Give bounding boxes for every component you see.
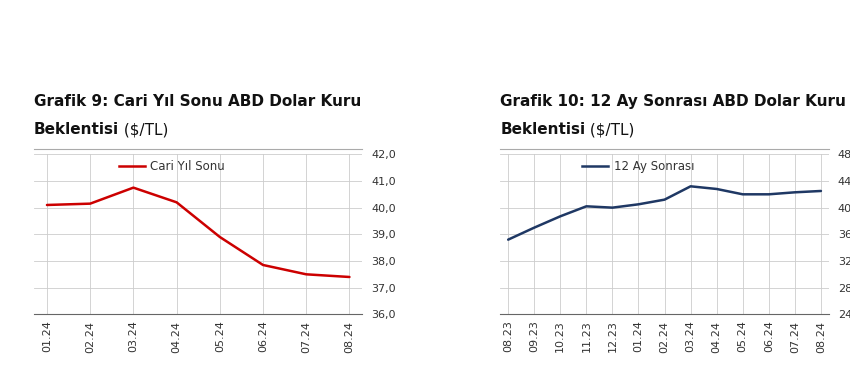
Text: Grafik 9: Cari Yıl Sonu ABD Dolar Kuru: Grafik 9: Cari Yıl Sonu ABD Dolar Kuru (34, 94, 361, 109)
Legend: 12 Ay Sonrası: 12 Ay Sonrası (582, 160, 694, 173)
Text: ($/TL): ($/TL) (119, 122, 168, 137)
Text: Beklentisi: Beklentisi (34, 122, 119, 137)
Text: Grafik 10: 12 Ay Sonrası ABD Dolar Kuru: Grafik 10: 12 Ay Sonrası ABD Dolar Kuru (501, 94, 847, 109)
Legend: Cari Yıl Sonu: Cari Yıl Sonu (119, 160, 225, 173)
Text: ($/TL): ($/TL) (586, 122, 635, 137)
Text: Beklentisi: Beklentisi (501, 122, 586, 137)
